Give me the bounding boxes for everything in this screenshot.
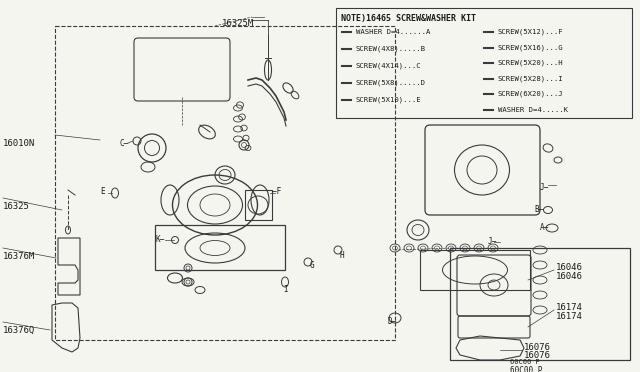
Text: 16376M: 16376M xyxy=(3,252,35,261)
Text: SCREW(4X14)...C: SCREW(4X14)...C xyxy=(356,63,422,69)
Bar xyxy=(155,225,285,270)
Bar xyxy=(336,8,632,118)
Text: 16174: 16174 xyxy=(556,304,583,312)
Text: C—: C— xyxy=(120,138,129,148)
Text: G: G xyxy=(310,260,315,269)
Text: J—: J— xyxy=(540,183,549,192)
Text: SCREW(5X12)...F: SCREW(5X12)...F xyxy=(498,29,564,35)
Text: SCREW(4X8).....B: SCREW(4X8).....B xyxy=(356,46,426,52)
Text: 16010N: 16010N xyxy=(3,139,35,148)
Text: 60C00 P: 60C00 P xyxy=(510,366,542,372)
Bar xyxy=(420,250,530,290)
Text: K—: K— xyxy=(155,235,164,244)
Text: 16174: 16174 xyxy=(556,312,583,321)
Text: H: H xyxy=(340,250,344,260)
Text: SCREW(5X10)...E: SCREW(5X10)...E xyxy=(356,97,422,103)
Text: 16325: 16325 xyxy=(3,202,30,211)
Text: SCREW(5X8).....D: SCREW(5X8).....D xyxy=(356,80,426,86)
Text: I: I xyxy=(283,285,287,295)
Text: 60C00 P: 60C00 P xyxy=(510,359,540,365)
Text: 16076: 16076 xyxy=(524,351,551,360)
Text: 16046: 16046 xyxy=(556,263,583,273)
Text: SCREW(5X16)...G: SCREW(5X16)...G xyxy=(498,44,564,51)
Text: SCREW(5X20)...H: SCREW(5X20)...H xyxy=(498,60,564,66)
Text: NOTE)16465 SCREW&WASHER KIT: NOTE)16465 SCREW&WASHER KIT xyxy=(341,15,476,23)
Bar xyxy=(55,26,395,340)
Text: —F: —F xyxy=(272,187,281,196)
Text: D—: D— xyxy=(388,317,397,327)
Text: 16046: 16046 xyxy=(556,272,583,281)
Text: SCREW(6X20)...J: SCREW(6X20)...J xyxy=(498,91,564,97)
Bar xyxy=(245,190,272,220)
Text: 16076: 16076 xyxy=(524,343,551,352)
Text: J—: J— xyxy=(488,237,497,247)
Text: WASHER D=4......A: WASHER D=4......A xyxy=(356,29,430,35)
Text: 16376Q: 16376Q xyxy=(3,326,35,335)
Text: SCREW(5X28)...I: SCREW(5X28)...I xyxy=(498,75,564,82)
Text: 16325M: 16325M xyxy=(222,19,254,28)
Bar xyxy=(450,248,630,360)
Text: WASHER D=4.....K: WASHER D=4.....K xyxy=(498,106,568,112)
Text: A—: A— xyxy=(540,224,549,232)
Text: B—: B— xyxy=(534,205,543,215)
Text: E: E xyxy=(100,187,104,196)
